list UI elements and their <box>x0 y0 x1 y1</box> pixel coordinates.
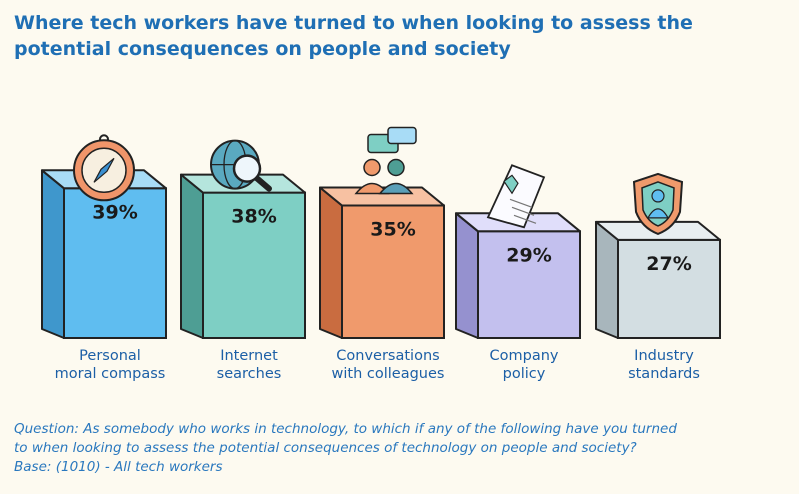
chart-notes: Question: As somebody who works in techn… <box>14 420 789 477</box>
bar-side <box>319 186 343 339</box>
category-label: policy <box>503 366 546 382</box>
bar-value-label: 35% <box>370 219 415 241</box>
bar-chart: 39% Personal moral compass 38% Internet searc… <box>41 126 721 382</box>
category-label: Company <box>490 348 559 364</box>
bar-value-label: 27% <box>646 253 691 275</box>
compass-icon <box>73 134 135 202</box>
bar-value-label: 39% <box>92 201 137 223</box>
bar-value-label: 29% <box>506 244 551 266</box>
category-label: Conversations <box>336 348 439 364</box>
category-label: moral compass <box>55 366 166 382</box>
category-label: Internet <box>220 348 278 364</box>
category-label: Personal <box>79 348 141 364</box>
category-label: searches <box>217 366 282 382</box>
category-label: with colleagues <box>332 366 445 382</box>
bar-side <box>595 220 619 339</box>
category-label: standards <box>628 366 700 382</box>
bar-side <box>180 173 204 339</box>
bar <box>341 204 445 339</box>
policy-document-icon <box>486 164 546 229</box>
shield-person-icon <box>632 172 684 235</box>
base-text: Base: (1010) - All tech workers <box>14 459 223 475</box>
colleagues-chat-icon <box>354 126 417 195</box>
bar <box>617 238 721 339</box>
question-text-line-2: to when looking to assess the potential … <box>14 440 637 456</box>
question-text-line-1: Question: As somebody who works in techn… <box>14 421 677 437</box>
category-label: Industry <box>634 348 694 364</box>
bar-side <box>455 212 479 339</box>
chart-title: Where tech workers have turned to when l… <box>14 12 693 60</box>
globe-search-icon <box>210 139 272 192</box>
bar <box>63 187 167 339</box>
bar-side <box>41 169 65 339</box>
bar-value-label: 38% <box>231 206 276 228</box>
